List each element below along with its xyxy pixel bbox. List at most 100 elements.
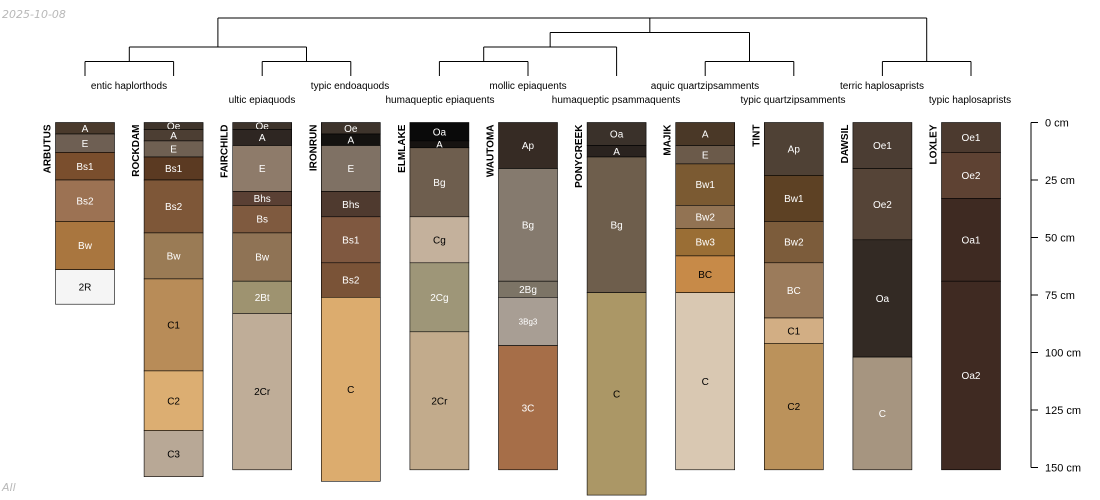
horizon-fairchild-5 (232, 232, 292, 282)
horizon-label-rockdam-5: Bw (167, 252, 182, 263)
horizon-label-majik-6: C (702, 377, 709, 388)
dendrogram-node-1 (261, 61, 352, 76)
depth-axis: 0 cm 25 cm 50 cm 75 cm 100 cm 125 cm 150 cm (1030, 118, 1081, 475)
horizon-loxley-3 (941, 280, 1001, 471)
horizon-label-wautoma-2: 2Bg (519, 285, 537, 296)
profile-name-ponycreek: PONYCREEK (574, 124, 585, 188)
profile-fairchild: OeA E Bhs Bs Bw 2Bt 2Cr FAIRCHILD (220, 122, 292, 471)
horizon-label-rockdam-4: Bs2 (165, 202, 183, 213)
horizon-label-loxley-2: Oa1 (962, 235, 981, 246)
dendrogram-node-5 (704, 61, 795, 76)
horizon-label-fairchild-6: 2Bt (255, 293, 270, 304)
horizon-fairchild-7 (232, 313, 292, 471)
horizon-label-ponycreek-0: Oa (610, 130, 624, 141)
profile-name-majik: MAJIK (663, 124, 674, 156)
horizon-label-tint-3: BC (787, 286, 801, 297)
horizon-tint-1 (763, 175, 824, 222)
horizon-label-wautoma-0: Ap (522, 141, 535, 152)
horizon-label-dawsil-2: Oa (876, 294, 890, 305)
horizon-majik-5 (675, 255, 736, 293)
horizon-ponycreek-2 (586, 156, 647, 293)
horizon-label-rockdam-3: Bs1 (165, 164, 183, 175)
horizon-label-arbutus-4: Bw (78, 241, 93, 252)
profile-name-loxley: LOXLEY (929, 124, 940, 164)
horizon-loxley-2 (941, 198, 1001, 282)
horizon-label-wautoma-3: 3Bg3 (519, 317, 538, 326)
horizon-ironrun-3 (320, 191, 381, 218)
horizon-elmlake-4 (409, 262, 470, 333)
profile-dawsil: Oe1 Oe2 Oa C DAWSIL (840, 122, 913, 471)
profile-loxley: Oe1 Oe2 Oa1 Oa2 LOXLEY (929, 122, 1001, 471)
dendrogram-node-2 (128, 46, 307, 62)
horizon-elmlake-3 (409, 216, 470, 264)
depth-tick-label: 25 cm (1045, 175, 1075, 187)
horizon-label-wautoma-4: 3C (522, 403, 535, 414)
horizon-tint-2 (763, 221, 824, 264)
profile-ponycreek: Oa A Bg C PONYCREEK (574, 122, 647, 496)
horizon-label-majik-5: BC (698, 270, 712, 281)
horizon-label-tint-0: Ap (788, 145, 801, 156)
horizon-label-fairchild-1: A (259, 133, 266, 144)
horizon-label-majik-0: A (702, 130, 709, 141)
horizon-label-majik-2: Bw1 (695, 180, 715, 191)
depth-tick-label: 50 cm (1045, 233, 1075, 245)
horizon-label-ironrun-4: Bs1 (342, 235, 360, 246)
horizon-label-ponycreek-1: A (613, 147, 620, 158)
horizon-label-arbutus-5: 2R (79, 283, 92, 294)
horizon-fairchild-6 (232, 280, 292, 314)
horizon-label-elmlake-1: A (436, 140, 443, 151)
taxon-label-aquic-quartzipsamments: aquic quartzipsamments (651, 81, 759, 92)
horizon-fairchild-2 (232, 145, 292, 192)
horizon-ironrun-2 (320, 145, 381, 192)
horizon-label-tint-1: Bw1 (784, 194, 804, 205)
horizon-ironrun-6 (320, 296, 381, 482)
horizon-label-ironrun-6: C (347, 385, 354, 396)
horizon-label-rockdam-6: C1 (167, 321, 180, 332)
horizon-label-elmlake-2: Bg (433, 178, 445, 189)
horizon-tint-4 (763, 317, 824, 344)
dendrogram-node-8 (217, 17, 928, 62)
horizon-ponycreek-3 (586, 292, 647, 496)
horizon-label-arbutus-3: Bs2 (76, 196, 94, 207)
horizon-label-fairchild-4: Bs (256, 215, 268, 226)
horizon-label-elmlake-0: Oa (433, 127, 447, 138)
horizon-wautoma-0 (498, 122, 558, 169)
horizon-ironrun-4 (320, 216, 381, 264)
horizon-rockdam-8 (143, 430, 204, 478)
depth-tick-label: 0 cm (1045, 118, 1069, 130)
horizon-label-majik-1: E (702, 150, 709, 161)
horizon-label-loxley-1: Oe2 (962, 171, 981, 182)
horizon-rockdam-5 (143, 232, 204, 280)
horizon-label-dawsil-3: C (879, 409, 886, 420)
profile-name-tint: TINT (751, 125, 762, 147)
profile-name-rockdam: ROCKDAM (131, 125, 142, 177)
horizon-label-majik-4: Bw3 (695, 238, 715, 249)
profile-majik: AE Bw1 Bw2 Bw3 BC C MAJIK (663, 122, 736, 471)
horizon-dawsil-3 (852, 356, 913, 471)
horizon-label-rockdam-8: C3 (167, 449, 180, 460)
horizon-label-arbutus-2: Bs1 (76, 162, 94, 173)
depth-tick-label: 100 cm (1045, 348, 1081, 360)
horizon-dawsil-0 (852, 122, 913, 169)
horizon-rockdam-7 (143, 370, 204, 431)
profile-name-elmlake: ELMLAKE (397, 124, 408, 173)
horizon-label-loxley-0: Oe1 (962, 133, 981, 144)
horizon-rockdam-4 (143, 179, 204, 234)
horizon-label-fairchild-5: Bw (255, 253, 270, 264)
profile-name-fairchild: FAIRCHILD (220, 125, 231, 178)
horizon-label-elmlake-4: 2Cg (430, 293, 448, 304)
horizon-wautoma-4 (498, 345, 558, 471)
profile-tint: Ap Bw1 Bw2 BC C1 C2 TINT (751, 122, 824, 471)
profile-arbutus: AE Bs1 Bs2 Bw 2R ARBUTUS (43, 122, 115, 305)
horizon-label-fairchild-0: Oe (256, 122, 270, 133)
horizon-label-wautoma-1: Bg (522, 220, 534, 231)
horizon-tint-5 (763, 342, 824, 471)
depth-tick-label: 75 cm (1045, 290, 1075, 302)
taxon-label-entic-haplorthods: entic haplorthods (91, 81, 167, 92)
horizon-label-tint-2: Bw2 (784, 238, 804, 249)
horizon-dawsil-2 (852, 239, 913, 358)
horizon-label-arbutus-1: E (82, 139, 89, 150)
